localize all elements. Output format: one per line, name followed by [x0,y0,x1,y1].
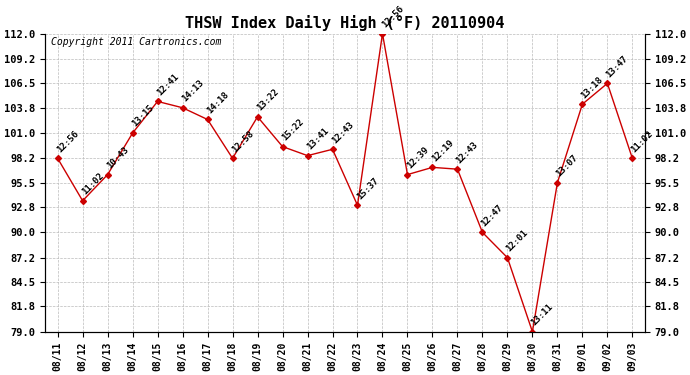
Text: 12:56: 12:56 [380,4,405,30]
Text: 11:02: 11:02 [80,171,105,196]
Text: 12:47: 12:47 [480,203,505,228]
Text: 14:18: 14:18 [205,90,230,116]
Text: 13:07: 13:07 [555,153,580,178]
Text: 12:43: 12:43 [455,140,480,165]
Text: 12:56: 12:56 [55,129,80,154]
Text: 14:13: 14:13 [180,78,205,104]
Title: THSW Index Daily High (°F) 20110904: THSW Index Daily High (°F) 20110904 [186,15,504,31]
Text: 10:43: 10:43 [105,145,130,170]
Text: 13:22: 13:22 [255,87,280,112]
Text: 13:47: 13:47 [604,54,630,79]
Text: 12:39: 12:39 [405,145,430,170]
Text: 12:58: 12:58 [230,129,255,154]
Text: 13:11: 13:11 [530,302,555,328]
Text: 12:41: 12:41 [155,72,180,97]
Text: 15:22: 15:22 [279,117,305,142]
Text: 12:43: 12:43 [330,120,355,145]
Text: 11:02: 11:02 [629,129,655,154]
Text: 13:41: 13:41 [305,126,330,152]
Text: 13:18: 13:18 [580,75,605,100]
Text: 15:37: 15:37 [355,176,380,201]
Text: 12:01: 12:01 [504,228,530,254]
Text: 12:19: 12:19 [430,138,455,163]
Text: 13:15: 13:15 [130,104,155,129]
Text: Copyright 2011 Cartronics.com: Copyright 2011 Cartronics.com [51,37,221,46]
